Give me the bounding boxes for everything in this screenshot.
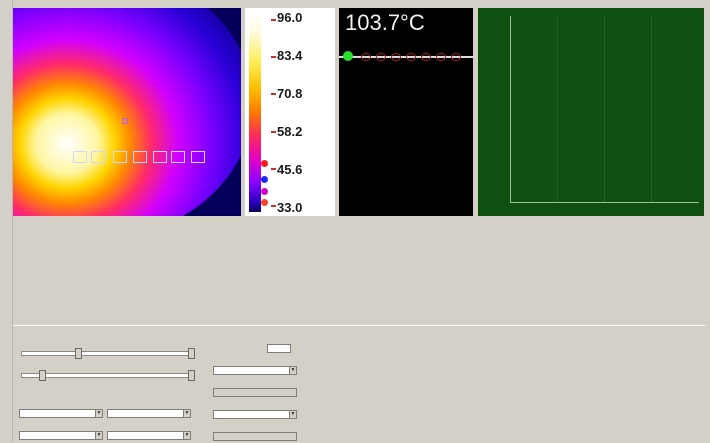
- graph-gridline: [557, 16, 558, 202]
- palette-gradient: [249, 12, 261, 212]
- chevron-down-icon[interactable]: ▼: [289, 367, 296, 374]
- roi-box-7[interactable]: [191, 151, 205, 163]
- roi-indicator-icon: [421, 53, 431, 61]
- palette-scale: 96.0 83.4 70.8 58.2 45.6 33.0: [245, 8, 335, 216]
- palette-tick: [271, 205, 276, 207]
- palette-tick: [271, 93, 276, 95]
- roi-indicator-icon: [451, 53, 461, 61]
- dropdown-1[interactable]: ▼: [19, 409, 103, 418]
- roi-box-5[interactable]: [153, 151, 167, 163]
- palette-tick: [271, 56, 276, 58]
- slider-thumb-bottom[interactable]: [39, 370, 46, 381]
- palette-label: 58.2: [277, 124, 303, 139]
- roi-box-1[interactable]: [73, 151, 87, 163]
- status-indicator-icon: [343, 51, 353, 61]
- dropdown-6[interactable]: ▼: [213, 410, 297, 419]
- chevron-down-icon[interactable]: ▼: [95, 410, 102, 417]
- slider-thumb-top[interactable]: [75, 348, 82, 359]
- slider-thumb-top-right[interactable]: [188, 348, 195, 359]
- roi-indicator-icon: [376, 53, 386, 61]
- roi-indicator-icon: [361, 53, 371, 61]
- graph-gridline: [651, 16, 652, 202]
- palette-label: 83.4: [277, 48, 303, 63]
- roi-indicator-icon: [391, 53, 401, 61]
- thermal-image-view[interactable]: [13, 8, 241, 216]
- chevron-down-icon[interactable]: ▼: [95, 432, 102, 439]
- disabled-field: [213, 388, 297, 397]
- roi-box-3[interactable]: [113, 151, 127, 163]
- palette-marker[interactable]: [261, 188, 268, 195]
- slider-thumb-bottom-right[interactable]: [188, 370, 195, 381]
- heat-spot: [13, 8, 241, 216]
- roi-box-6[interactable]: [171, 151, 185, 163]
- disabled-field: [213, 432, 297, 441]
- palette-label: 45.6: [277, 162, 303, 177]
- chevron-down-icon[interactable]: ▼: [183, 410, 190, 417]
- slider-track-top[interactable]: [21, 351, 193, 356]
- palette-marker[interactable]: [261, 176, 268, 183]
- slider-track-bottom[interactable]: [21, 373, 193, 378]
- chevron-down-icon[interactable]: ▼: [289, 411, 296, 418]
- palette-tick: [271, 19, 276, 21]
- palette-label-min: 33.0: [277, 200, 303, 215]
- graph-plot-area: [510, 16, 699, 203]
- spin-field[interactable]: [267, 344, 291, 353]
- current-temperature: 103.7°C: [345, 10, 425, 35]
- dropdown-3[interactable]: ▼: [19, 431, 103, 440]
- graph-gridline: [604, 16, 605, 202]
- palette-label: 70.8: [277, 86, 303, 101]
- palette-label-max: 96.0: [277, 10, 303, 25]
- dropdown-5[interactable]: ▼: [213, 366, 297, 375]
- temperature-readout-panel: 103.7°C: [339, 8, 473, 216]
- window-left-edge: [0, 0, 13, 442]
- palette-marker[interactable]: [261, 160, 268, 167]
- temperature-trend-graph[interactable]: [478, 8, 704, 216]
- roi-indicator-icon: [406, 53, 416, 61]
- palette-tick: [271, 131, 276, 133]
- palette-tick: [271, 168, 276, 170]
- roi-indicator-icon: [436, 53, 446, 61]
- control-panel: ▼ ▼ ▼ ▼ ▼ ▼: [13, 325, 705, 443]
- chevron-down-icon[interactable]: ▼: [183, 432, 190, 439]
- dropdown-4[interactable]: ▼: [107, 431, 191, 440]
- dropdown-2[interactable]: ▼: [107, 409, 191, 418]
- roi-box-4[interactable]: [133, 151, 147, 163]
- measurement-point[interactable]: [122, 118, 128, 124]
- roi-box-2[interactable]: [91, 151, 105, 163]
- palette-marker[interactable]: [261, 199, 268, 206]
